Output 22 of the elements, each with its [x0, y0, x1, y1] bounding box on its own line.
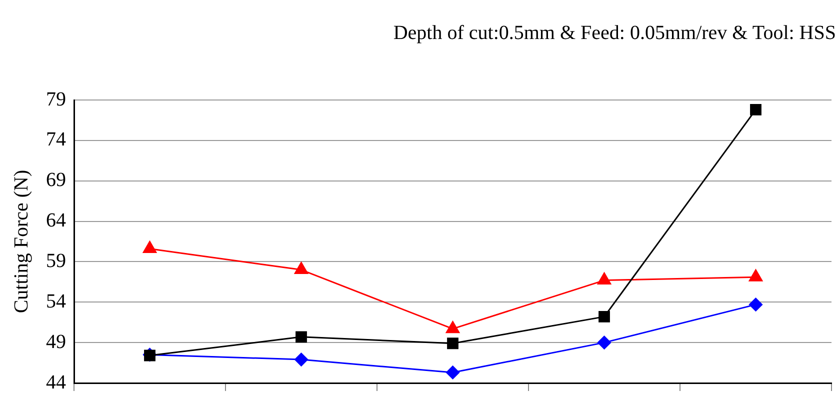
- point: [446, 366, 460, 380]
- y-tick-label: 79: [46, 88, 66, 110]
- point: [294, 262, 308, 274]
- y-tick-label: 74: [46, 128, 66, 151]
- y-tick-label: 49: [46, 330, 66, 353]
- point: [598, 336, 611, 350]
- y-tick-label: 44: [46, 371, 66, 394]
- point: [142, 241, 157, 254]
- point: [296, 331, 307, 343]
- y-axis-title: Cutting Force (N): [10, 170, 32, 314]
- y-tick-label: 54: [46, 290, 66, 312]
- point: [748, 269, 763, 282]
- point: [294, 352, 308, 366]
- point: [446, 321, 460, 334]
- chart-title: Depth of cut:0.5mm & Feed: 0.05mm/rev & Tool: HSS: [393, 22, 836, 45]
- y-tick-label: 64: [46, 210, 66, 232]
- y-tick-label: 59: [46, 250, 66, 272]
- point: [598, 311, 610, 322]
- point: [749, 298, 762, 312]
- point: [447, 338, 458, 350]
- y-tick-label: 69: [46, 169, 66, 192]
- point: [597, 272, 612, 285]
